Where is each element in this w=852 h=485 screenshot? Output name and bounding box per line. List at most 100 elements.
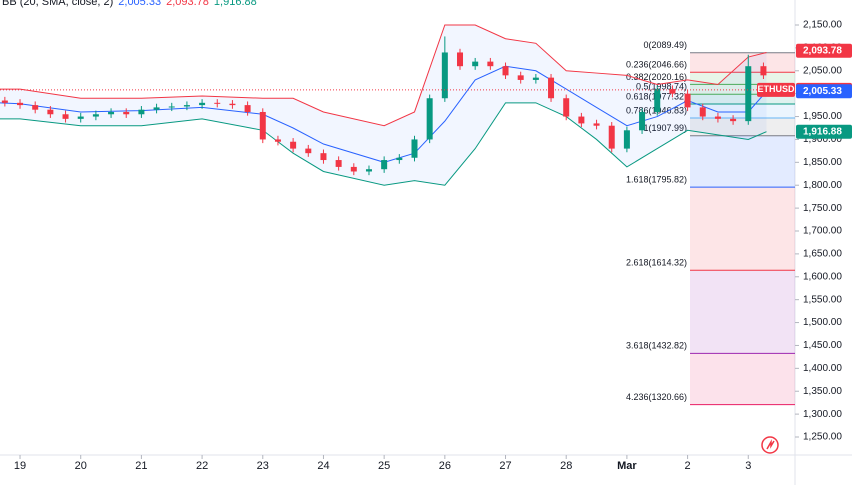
- candle-body: [623, 130, 630, 149]
- x-tick-label: 3: [745, 460, 751, 472]
- fib-zone: [690, 94, 795, 105]
- candle-body: [108, 111, 115, 115]
- x-tick-label: 19: [14, 460, 26, 472]
- candle-body: [426, 98, 433, 140]
- y-tick-label: 1,850.00: [803, 157, 842, 168]
- candle-body: [760, 66, 767, 76]
- x-tick-label: 28: [560, 460, 572, 472]
- band-line: [0, 102, 767, 186]
- y-tick-label: 1,350.00: [803, 386, 842, 397]
- candle-body: [517, 75, 524, 80]
- candle-body: [47, 109, 54, 115]
- y-tick-label: 1,800.00: [803, 180, 842, 191]
- candle-body: [123, 111, 130, 115]
- candle-body: [714, 116, 721, 119]
- logo-bolt[interactable]: [766, 439, 775, 450]
- fib-label: 2.618(1614.32): [626, 258, 687, 268]
- symbol-tag: [757, 82, 795, 97]
- candle-body: [639, 111, 646, 131]
- symbol-tag-label: ETHUSD: [757, 84, 795, 94]
- candle-body: [532, 77, 539, 80]
- candle-body: [548, 77, 555, 99]
- candle-body: [457, 52, 464, 67]
- x-tick-label: 22: [196, 460, 208, 472]
- fib-zone: [690, 72, 795, 85]
- y-tick-label: 1,250.00: [803, 432, 842, 443]
- candle-body: [305, 148, 312, 154]
- y-tick-label: 1,450.00: [803, 340, 842, 351]
- candle-body: [138, 109, 145, 115]
- candle-body: [563, 98, 570, 117]
- price-badge: [796, 84, 852, 99]
- candle-body: [1, 100, 8, 103]
- x-tick-label: 2: [685, 460, 691, 472]
- indicator-header: BB (20, SMA, close, 2) 2,005.33 2,093.78 1,…: [2, 0, 257, 8]
- fib-zone: [690, 118, 795, 136]
- fib-label: 4.236(1320.66): [626, 392, 687, 402]
- candle-body: [32, 105, 39, 110]
- y-tick-label: 1,500.00: [803, 317, 842, 328]
- y-tick-label: 1,700.00: [803, 226, 842, 237]
- candle-body: [290, 141, 297, 149]
- candle-body: [17, 102, 24, 106]
- indicator-value: 2,093.78: [166, 0, 209, 8]
- candle-body: [365, 169, 372, 172]
- y-tick-label: 1,900.00: [803, 134, 842, 145]
- tv-logo[interactable]: [761, 436, 779, 454]
- candle-body: [77, 116, 84, 119]
- logo-ring[interactable]: [761, 436, 779, 454]
- fib-label: 3.618(1432.82): [626, 341, 687, 351]
- candle-body: [335, 160, 342, 167]
- candle-body: [578, 116, 585, 124]
- indicator-value: 1,916.88: [214, 0, 257, 8]
- fib-label: 0.5(1998.74): [636, 82, 687, 92]
- candle-body: [472, 61, 479, 67]
- price-badge-label: 2,005.33: [803, 86, 842, 97]
- fib-label: 0(2089.49): [643, 40, 687, 50]
- candle-body: [274, 139, 281, 142]
- x-tick-label: Mar: [617, 460, 637, 472]
- fib-label: 1(1907.99): [643, 123, 687, 133]
- candle-body: [183, 105, 190, 107]
- fib-zone: [690, 135, 795, 188]
- price-badge-label: 1,916.88: [803, 126, 842, 137]
- candle-body: [730, 118, 737, 122]
- candle-body: [350, 166, 357, 172]
- y-tick-label: 1,300.00: [803, 409, 842, 420]
- indicator-name: BB (20, SMA, close, 2): [2, 0, 113, 8]
- candle-body: [259, 111, 266, 140]
- x-tick-label: 25: [378, 460, 390, 472]
- x-tick-label: 26: [439, 460, 451, 472]
- candle-body: [411, 139, 418, 158]
- fib-zone: [690, 353, 795, 405]
- price-badge: [796, 124, 852, 139]
- x-tick-label: 20: [75, 460, 87, 472]
- x-tick-label: 27: [499, 460, 511, 472]
- candle-body: [699, 107, 706, 117]
- band-line: [0, 24, 767, 127]
- fib-zone: [690, 270, 795, 354]
- x-tick-label: 23: [257, 460, 269, 472]
- candle-body: [745, 66, 752, 122]
- candle-body: [244, 105, 251, 112]
- candle-body: [320, 153, 327, 161]
- fib-zone: [690, 104, 795, 119]
- fib-zone: [690, 187, 795, 271]
- candle-body: [153, 107, 160, 110]
- y-tick-label: 1,750.00: [803, 203, 842, 214]
- band-fill: [0, 24, 767, 186]
- candle-body: [168, 106, 175, 108]
- candle-body: [669, 89, 676, 94]
- candle-body: [608, 125, 615, 149]
- y-tick-label: 2,150.00: [803, 20, 842, 31]
- fib-label: 0.382(2020.16): [626, 72, 687, 82]
- y-tick-label: 2,050.00: [803, 65, 842, 76]
- x-tick-label: 24: [317, 460, 329, 472]
- fib-label: 0.236(2046.66): [626, 60, 687, 70]
- candle-body: [381, 160, 388, 170]
- indicator-value: 2,005.33: [118, 0, 161, 8]
- candle-body: [684, 93, 691, 108]
- candle-body: [487, 61, 494, 67]
- fib-label: 1.618(1795.82): [626, 175, 687, 185]
